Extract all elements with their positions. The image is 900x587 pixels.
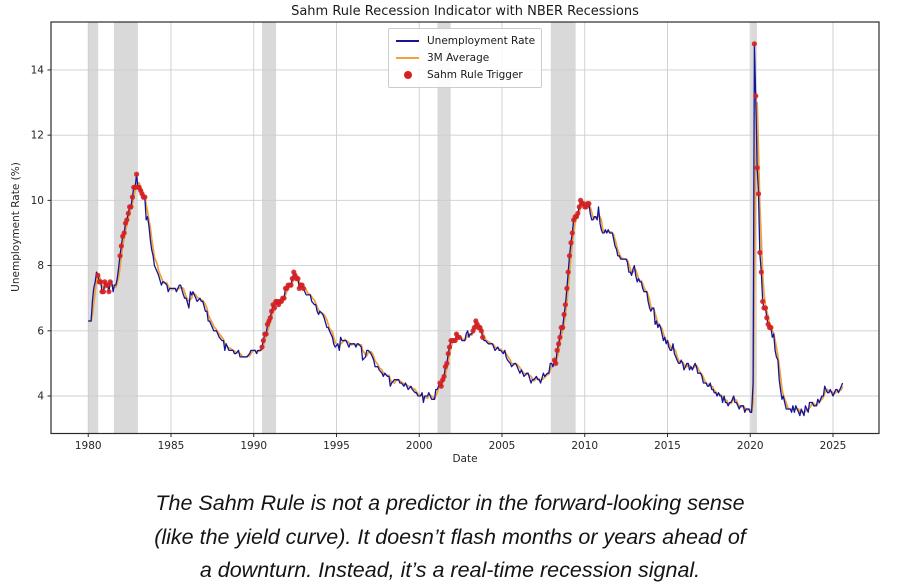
sahm-trigger-dot (561, 311, 567, 318)
y-tick-label: 14 (31, 64, 45, 76)
legend-label: 3M Average (427, 52, 490, 64)
sahm-trigger-dot (441, 373, 447, 380)
plot-border (50, 21, 880, 435)
sahm-trigger-dot (263, 331, 269, 337)
sahm-trigger-dot (555, 341, 562, 347)
y-axis-label: Unemployment Rate (%) (10, 162, 22, 292)
sahm-trigger-dot (446, 344, 453, 350)
legend-label: Unemployment Rate (427, 35, 536, 47)
sahm-trigger-dot (118, 243, 124, 249)
sahm-trigger-dot (142, 194, 148, 200)
sahm-trigger-dot (768, 324, 774, 331)
x-tick-label: 1980 (75, 440, 102, 452)
unemployment-line (88, 43, 844, 417)
sahm-trigger-dot (444, 360, 450, 366)
sahm-trigger-dot (566, 253, 573, 259)
y-tick-label: 10 (31, 195, 44, 207)
sahm-trigger-dot (565, 269, 571, 275)
sahm-trigger-dot (480, 334, 486, 340)
recession-band (550, 22, 576, 434)
sahm-trigger-dot (562, 302, 568, 308)
sahm-trigger-dot (295, 276, 301, 282)
legend-label: Sahm Rule Trigger (427, 69, 523, 81)
legend-item-3m-average: 3M Average (396, 51, 533, 65)
sahm-trigger-dot (288, 282, 294, 288)
sahm-trigger-dot (100, 289, 107, 295)
x-tick-label: 2005 (489, 440, 516, 452)
sahm-trigger-dot (281, 295, 287, 301)
sahm-trigger-dot (586, 201, 592, 207)
sahm-trigger-dot (106, 289, 112, 295)
sahm-trigger-dot (754, 165, 760, 171)
sahm-trigger-dot (568, 240, 574, 246)
x-tick-label: 2015 (654, 440, 681, 452)
legend-item-sahm-trigger: Sahm Rule Trigger (396, 68, 533, 82)
x-axis-label: Date (452, 453, 478, 465)
y-tick-label: 4 (37, 391, 44, 403)
sahm-rule-chart: 1980 1985 1990 1995 2000 2005 2010 2015 2020 2025… (31, 21, 880, 452)
chart-title: Sahm Rule Recession Indicator with NBER … (291, 4, 639, 19)
sahm-trigger-dot (554, 347, 560, 353)
sahm-trigger-dot (456, 334, 462, 340)
navy-line-swatch-icon (396, 40, 419, 42)
caption-line-1: The Sahm Rule is not a predictor in the … (155, 491, 745, 515)
sahm-trigger-dot (478, 328, 484, 334)
sahm-trigger-dot (129, 194, 136, 200)
y-tick-label: 12 (31, 130, 44, 142)
sahm-trigger-dot (753, 93, 759, 99)
sahm-trigger-dot (557, 334, 563, 340)
red-dot-swatch-icon (404, 71, 412, 79)
sahm-trigger-dot (125, 210, 131, 217)
x-tick-label: 1990 (240, 440, 267, 452)
sahm-trigger-dot (438, 383, 444, 389)
caption: The Sahm Rule is not a predictor in the … (0, 487, 900, 587)
caption-line-3: a downturn. Instead, it’s a real-time re… (199, 558, 701, 582)
sahm-trigger-dot (758, 269, 764, 275)
y-tick-label: 6 (37, 325, 44, 337)
sahm-trigger-dot (553, 360, 559, 366)
sahm-trigger-dot (124, 217, 130, 223)
legend: Unemployment Rate 3M Average Sahm Rule T… (388, 28, 542, 88)
x-tick-label: 2020 (737, 440, 764, 452)
sahm-trigger-dot (762, 305, 769, 311)
sahm-trigger-dot (98, 279, 104, 285)
x-tick-label: 1995 (323, 440, 350, 452)
sahm-trigger-dot (560, 324, 566, 331)
sahm-trigger-dot (267, 315, 273, 321)
chart-figure: Sahm Rule Recession Indicator with NBER … (10, 4, 880, 465)
recession-band (262, 22, 277, 434)
sahm-trigger-dot (757, 249, 763, 256)
sahm-trigger-dot (271, 305, 278, 311)
sahm-trigger-dot (445, 351, 451, 357)
sahm-trigger-dot (259, 344, 265, 350)
sahm-trigger-dot (760, 298, 766, 305)
x-tick-label: 2000 (406, 440, 433, 452)
sahm-trigger-dot (95, 272, 101, 278)
sahm-trigger-dot (300, 285, 306, 291)
sahm-trigger-dot (569, 230, 575, 236)
caption-line-2: (like the yield curve). It doesn’t flash… (154, 524, 746, 549)
sahm-trigger-dot (564, 285, 570, 291)
sahm-trigger-dot (107, 279, 113, 285)
sahm-trigger-dot (764, 315, 770, 321)
sahm-trigger-dot (121, 230, 127, 236)
orange-line-swatch-icon (396, 57, 419, 59)
sahm-trigger-dot (751, 41, 757, 47)
y-tick-label: 8 (37, 260, 44, 272)
x-tick-label: 2025 (820, 440, 847, 452)
sahm-trigger-dot (755, 191, 762, 197)
sahm-trigger-dot (575, 210, 581, 217)
sahm-trigger-dot (128, 204, 134, 210)
legend-item-unemployment: Unemployment Rate (396, 34, 536, 48)
sahm-trigger-dot (117, 253, 123, 259)
x-tick-label: 2010 (571, 440, 598, 452)
sahm-trigger-dot (133, 171, 140, 177)
sahm-trigger-dot (260, 337, 266, 344)
x-tick-label: 1985 (158, 440, 185, 452)
avg-3m-line (88, 101, 844, 414)
recession-band (88, 22, 99, 434)
